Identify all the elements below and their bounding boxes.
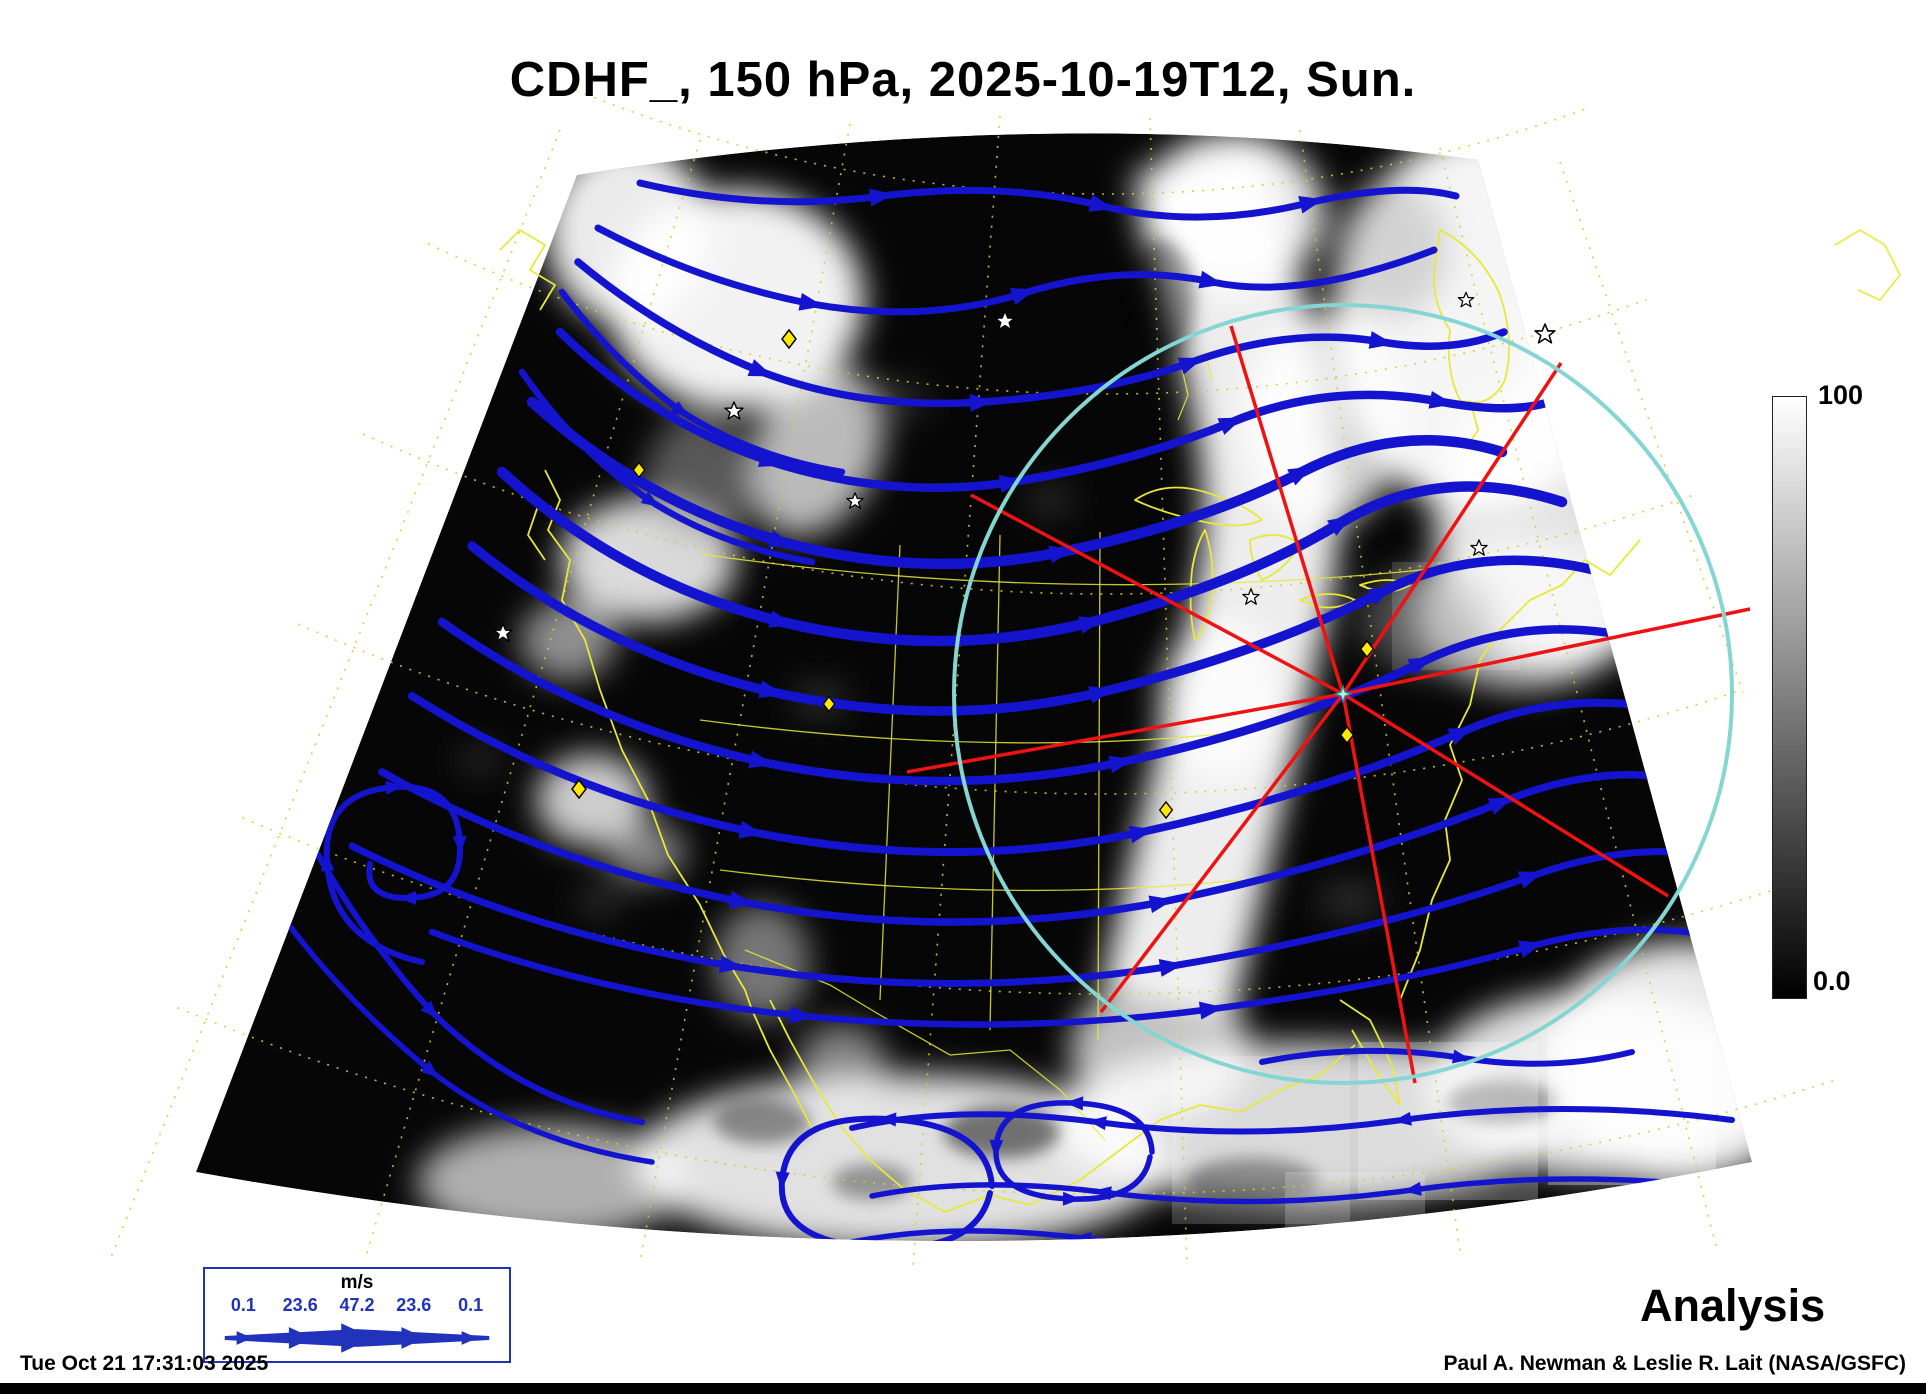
footer-timestamp: Tue Oct 21 17:31:03 2025: [20, 1352, 269, 1375]
wind-legend-arrow: [224, 1323, 490, 1353]
analysis-label: Analysis: [1640, 1280, 1826, 1331]
wind-legend-tick: 47.2: [339, 1295, 375, 1315]
center-marker: [1333, 684, 1353, 704]
wind-legend-tick: 0.1: [230, 1295, 256, 1315]
colorbar-min-label: 0.0: [1813, 966, 1851, 996]
wind-legend-tick: 0.1: [458, 1295, 484, 1315]
colorbar-gradient: [1772, 396, 1807, 999]
wind-legend-units: m/s: [340, 1272, 374, 1293]
wind-legend-tick: 23.6: [396, 1295, 432, 1315]
range-circle: [952, 303, 1734, 1085]
plot-title: CDHF_, 150 hPa, 2025-10-19T12, Sun.: [509, 53, 1417, 107]
wind-legend-tick: 23.6: [282, 1295, 318, 1315]
coastline-outlier: [1834, 229, 1901, 301]
radial-bearing-lines: [906, 325, 1751, 1084]
colorbar-max-label: 100: [1818, 380, 1864, 410]
wind-legend-ticks: 0.1 23.6 47.2 23.6 0.1: [205, 1295, 509, 1316]
footer-credit: Paul A. Newman & Leslie R. Lait (NASA/GS…: [1443, 1352, 1906, 1375]
wind-speed-legend: m/s 0.1 23.6 47.2 23.6 0.1: [203, 1267, 511, 1363]
bottom-bar: [0, 1383, 1926, 1394]
